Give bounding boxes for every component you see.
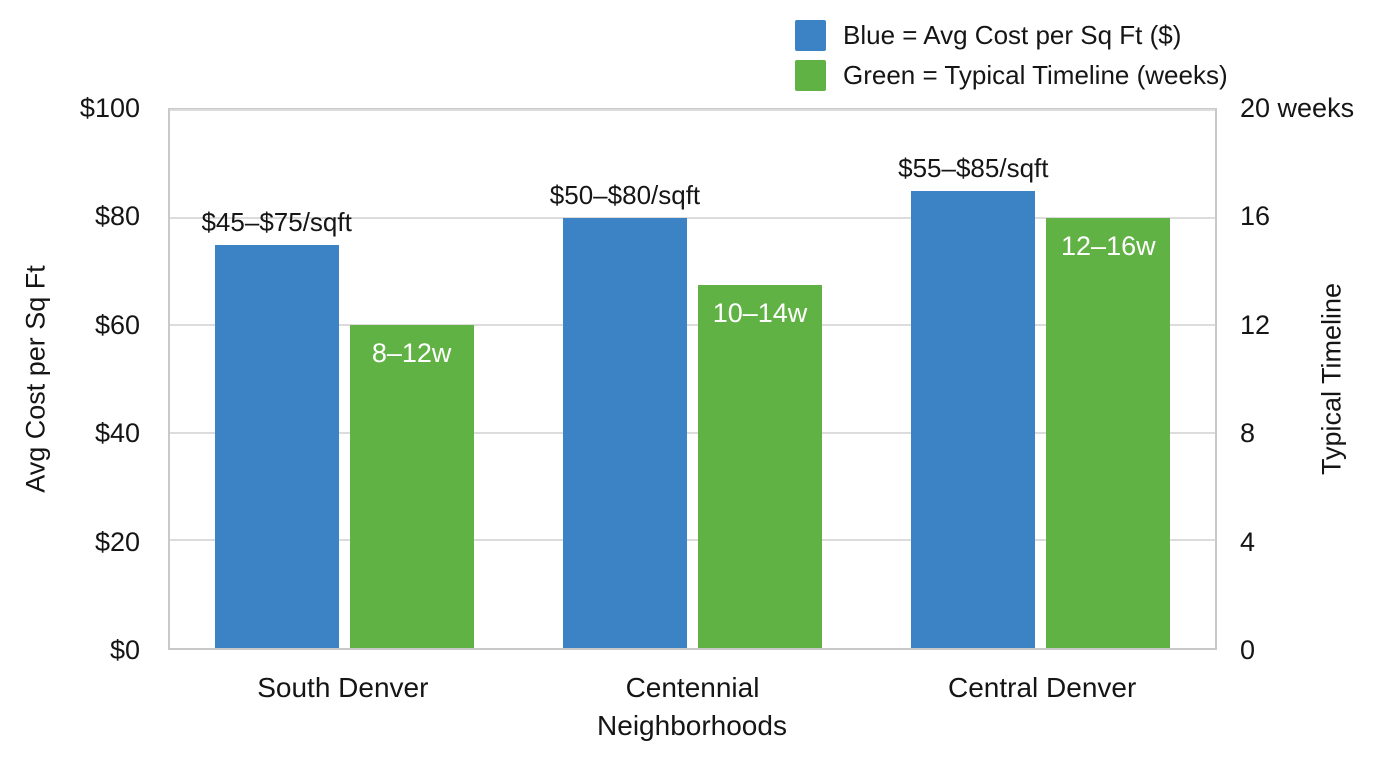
gridline	[170, 216, 1215, 219]
right-tick-label: 12	[1240, 309, 1271, 340]
bar-group-centennial: $50–$80/sqft 10–14w	[518, 110, 866, 648]
bar-value-label: $45–$75/sqft	[201, 206, 352, 237]
x-category-label: Central Denver	[948, 672, 1137, 703]
left-tick-label: $40	[94, 418, 140, 449]
gridline	[170, 431, 1215, 434]
left-tick-label: $100	[79, 93, 140, 123]
bar-cost: $50–$80/sqft	[550, 180, 700, 648]
bar-value-label: $55–$85/sqft	[898, 152, 1049, 183]
legend-row: Green = Typical Timeline (weeks)	[795, 60, 1228, 91]
x-category-label: South Denver	[257, 672, 429, 703]
bar-value-label: 10–14w	[712, 297, 808, 328]
right-tick-label: 16	[1240, 201, 1271, 232]
left-tick-label: $60	[94, 309, 140, 340]
legend-label: Blue = Avg Cost per Sq Ft ($)	[843, 20, 1182, 50]
legend-row: Blue = Avg Cost per Sq Ft ($)	[795, 20, 1228, 51]
bar-groups: $45–$75/sqft 8–12w $50–$80/sqft 10–14w $55–$…	[170, 110, 1215, 648]
legend-label: Green = Typical Timeline (weeks)	[843, 60, 1228, 90]
legend-swatch-icon	[795, 60, 826, 91]
bar-group-south-denver: $45–$75/sqft 8–12w	[170, 110, 518, 648]
right-tick-label: 8	[1240, 418, 1256, 449]
bar-timeline: 12–16w	[1046, 217, 1171, 648]
bar-timeline: 8–12w	[349, 325, 474, 648]
bar-value-label: 8–12w	[371, 338, 452, 369]
gridline	[170, 109, 1215, 111]
right-tick-label: 4	[1240, 526, 1256, 557]
gridline	[170, 324, 1215, 327]
plot-area: $45–$75/sqft 8–12w $50–$80/sqft 10–14w $55–$…	[168, 108, 1217, 650]
bar-cost: $55–$85/sqft	[898, 153, 1048, 648]
left-tick-label: $20	[94, 526, 140, 557]
gridline	[170, 539, 1215, 542]
left-tick-label: $80	[94, 201, 140, 232]
bar-cost: $45–$75/sqft	[201, 207, 352, 648]
bar-group-central-denver: $55–$85/sqft 12–16w	[867, 110, 1215, 648]
legend: Blue = Avg Cost per Sq Ft ($) Green = Typ…	[795, 20, 1228, 91]
left-axis-title: Avg Cost per Sq Ft	[20, 265, 51, 493]
right-axis-title: Typical Timeline	[1316, 282, 1347, 476]
right-tick-label: 20 weeks	[1240, 93, 1355, 123]
bar-value-label: 12–16w	[1061, 230, 1156, 261]
bar-value-label: $50–$80/sqft	[549, 179, 701, 210]
legend-swatch-icon	[795, 20, 826, 51]
x-category-label: Centennial	[625, 672, 760, 703]
x-axis-title: Neighborhoods	[597, 710, 787, 741]
bar-timeline: 10–14w	[697, 284, 822, 648]
right-tick-label: 0	[1240, 635, 1256, 665]
left-tick-label: $0	[109, 635, 140, 665]
